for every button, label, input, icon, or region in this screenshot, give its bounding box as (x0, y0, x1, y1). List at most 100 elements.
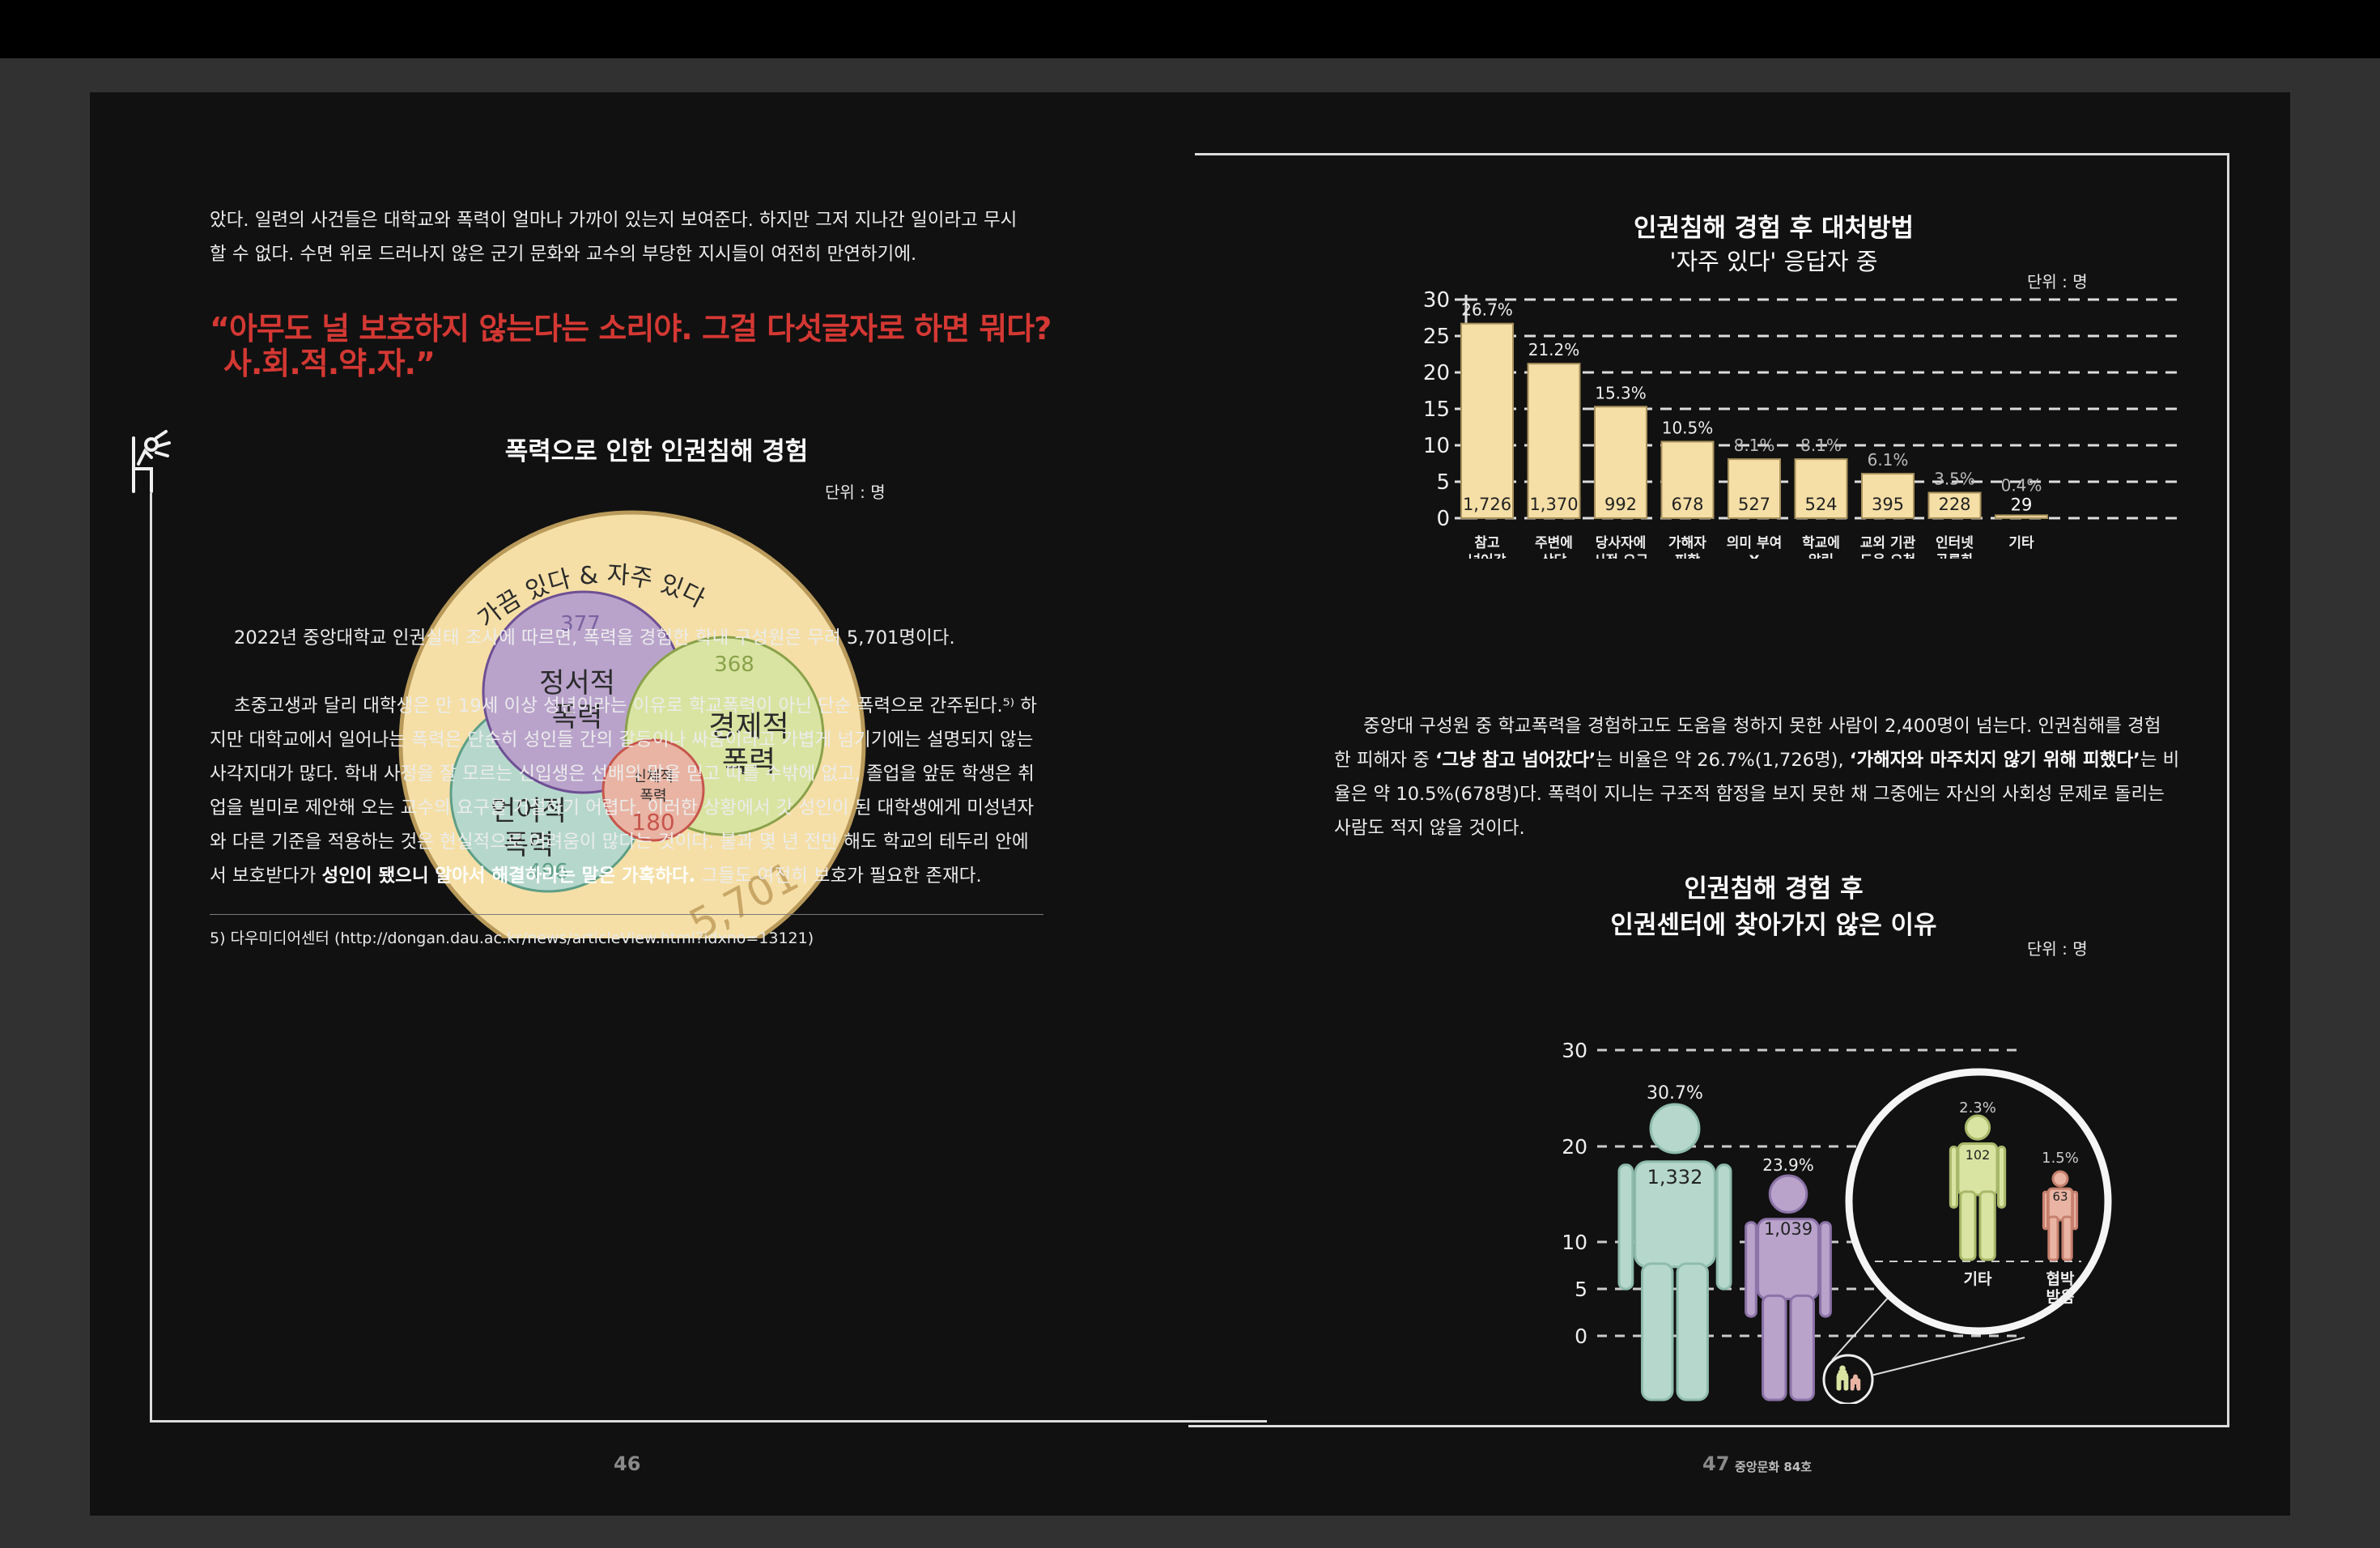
bar (1794, 458, 1848, 520)
y-tick-label: 20 (1423, 361, 1450, 385)
chart1-bar-chart: 0 5 10 15 20 25 30 26.7% 1,726 참고넘어감 21.2% 1,370 주변에… (1423, 288, 2178, 559)
right-para-line-1: 중앙대 구성원 중 학교폭력을 경험하고도 도움을 청하지 못한 사람이 2,4… (1363, 716, 2161, 737)
x-category-label: 기타 (2008, 535, 2034, 551)
bar (1660, 440, 1715, 519)
bar-count-label: 228 (1938, 495, 1970, 514)
right-para-2b: ‘그냥 참고 넘어갔다’ (1434, 750, 1596, 771)
figure4-count: 63 (2052, 1189, 2068, 1204)
x-category-label: 인터넷 (1936, 535, 1974, 551)
top-bar (0, 0, 2380, 58)
x-category-label: 상담 (1541, 553, 1567, 559)
body-last-pre: 서 보호받다가 (210, 865, 322, 887)
zoom-source-circle (1822, 1354, 1874, 1404)
bar-percent-label: 0.4% (2001, 475, 2042, 495)
venn-emotional-value: 377 (560, 612, 601, 636)
body-para2-line-5: 와 다른 기준을 적용하는 것은 현실적으로 어려움이 많다는 것이다. 불과 … (210, 831, 1029, 853)
right-page-number: 47 (1702, 1452, 1730, 1475)
intro-line-2: 할 수 없다. 수면 위로 드러나지 않은 군기 문화와 교수의 부당한 지시들… (210, 244, 917, 265)
figure3-count: 102 (1966, 1147, 1991, 1163)
x-category-label: 넘어감 (1468, 553, 1507, 559)
bar (1460, 322, 1514, 520)
bar-percent-label: 21.2% (1528, 340, 1580, 359)
bar (1594, 406, 1647, 519)
venn-economic-label-2: 폭력 (722, 746, 776, 779)
venn-diagram: 가끔 있다 & 자주 있다 377 정서적 폭력 368 경제적 폭력 언어적 … (398, 510, 866, 938)
x-category-label: 학교에 (1802, 535, 1840, 551)
venn-emotional-label-2: 폭력 (552, 701, 603, 734)
venn-emotional-label-1: 정서적 (539, 667, 615, 700)
zoom-circle (1845, 1068, 2112, 1335)
figure-other (1949, 1114, 2007, 1261)
x-category-label: 의미 부여 (1727, 535, 1782, 551)
venn-economic-value: 368 (714, 653, 754, 677)
bar-percent-label: 3.5% (1934, 470, 1975, 489)
bar-count-label: 1,726 (1463, 495, 1511, 514)
bar-count-label: 29 (2011, 495, 2033, 514)
body-paragraph-1: 2022년 중앙대학교 인권실태 조사에 따르면, 폭력을 경험한 학내 구성원… (234, 627, 955, 649)
left-page-frame (150, 493, 1267, 1423)
y-tick-label: 10 (1562, 1231, 1587, 1254)
person-at-desk-icon (132, 430, 171, 493)
chart1-unit: 단위 : 명 (2027, 272, 2088, 291)
venn-language-label-1: 언어적 (491, 795, 567, 827)
bar-percent-label: 8.1% (1800, 436, 1842, 455)
x-category-label: 주변에 (1535, 535, 1573, 551)
body-para2-line-4: 업을 빌미로 제안해 오는 교수의 요구를 거절하기 어렵다. 이러한 상황에서… (210, 797, 1035, 819)
x-category-label: 공론화 (1936, 553, 1974, 559)
right-para-2d: ‘가해자와 마주치지 않기 위해 피했다’ (1849, 750, 2140, 771)
x-category-label: 기타 (1964, 1270, 1992, 1288)
right-page-frame (1188, 153, 2229, 1427)
pull-quote-line-1: “아무도 널 보호하지 않는다는 소리야. 그걸 다섯글자로 하면 뭐다? (210, 311, 1052, 347)
tiny-figure-threatened (1850, 1374, 1861, 1391)
x-category-label: 도움 요청 (1860, 552, 1915, 559)
bar (1995, 514, 2048, 519)
y-tick-label: 0 (1436, 507, 1450, 531)
venn-physical-value: 180 (631, 809, 674, 836)
right-para-line-2: 한 피해자 중 ‘그냥 참고 넘어갔다’는 비율은 약 26.7%(1,726명… (1334, 743, 2179, 777)
y-tick-label: 15 (1423, 398, 1450, 422)
figure-unaware-of-center (1617, 1103, 1732, 1401)
body-last-post: 그들도 여전히 보호가 필요한 존재다. (695, 865, 982, 887)
zoom-connector-line (1870, 1337, 2025, 1376)
body-para2-line-2: 지만 대학교에서 일어나는 폭력은 단순히 성인들 간의 갈등이나 싸움이라고 … (210, 729, 1034, 751)
chart2-title-line-2: 인권센터에 찾아가지 않은 이유 (1610, 911, 1937, 940)
bar (1927, 491, 1982, 519)
venn-economic-label-1: 경제적 (708, 710, 788, 743)
tiny-figure-other (1836, 1365, 1849, 1391)
y-tick-label: 5 (1575, 1278, 1587, 1301)
right-para-2c: 는 비율은 약 26.7%(1,726명), (1596, 750, 1850, 771)
figure3-percent: 2.3% (1959, 1099, 1996, 1116)
figure-threatened (2042, 1170, 2079, 1261)
y-tick-label: 10 (1423, 434, 1450, 458)
magazine-name: 중앙문화 84호 (1735, 1460, 1813, 1474)
right-para-2a: 한 피해자 중 (1334, 750, 1435, 771)
x-category-label: 가해자 (1668, 535, 1706, 551)
body-para2-line-1: 초중고생과 달리 대학생은 만 19세 이상 성년이라는 이유로 학교폭력이 아… (234, 695, 1038, 717)
x-category-label: 받음 (2046, 1288, 2075, 1306)
chart2-pictogram-chart: 0 5 10 20 30 30.7% 1,332 23.9% 1,039 2.3% 102 1.5% 6… (1562, 1039, 2112, 1404)
venn-physical-circle (601, 738, 705, 842)
bar-percent-label: 6.1% (1868, 450, 1909, 470)
bar-count-label: 395 (1872, 495, 1904, 514)
figure2-count: 1,039 (1764, 1219, 1813, 1239)
footnote: 5) 다우미디어센터 (http://dongan.dau.ac.kr/news… (210, 929, 814, 947)
figure1-percent: 30.7% (1647, 1083, 1703, 1104)
x-category-label: 당사자에 (1596, 535, 1647, 551)
bar-percent-label: 8.1% (1734, 436, 1775, 455)
bar-count-label: 1,370 (1529, 495, 1578, 514)
y-tick-label: 20 (1562, 1135, 1587, 1159)
x-category-label: 협박 (2046, 1270, 2075, 1288)
intro-line-1: 았다. 일련의 사건들은 대학교와 폭력이 얼마나 가까이 있는지 보여준다. … (210, 210, 1018, 231)
y-tick-label: 5 (1436, 470, 1450, 495)
figure4-percent: 1.5% (2042, 1150, 2079, 1167)
bar-count-label: 992 (1604, 495, 1637, 514)
bar (1527, 363, 1581, 519)
bar-percent-label: 15.3% (1595, 383, 1647, 402)
chart1-title: 인권침해 경험 후 대처방법 (1633, 214, 1915, 243)
right-para-line-3: 율은 약 10.5%(678명)다. 폭력이 지니는 구조적 함정을 보지 못한… (1334, 784, 2165, 805)
y-tick-label: 25 (1423, 325, 1450, 349)
x-category-label: 시정 요구 (1593, 553, 1649, 559)
x-category-label: 참고 (1474, 534, 1500, 551)
figure1-count: 1,332 (1647, 1166, 1703, 1189)
body-para2-line-6: 서 보호받다가 성인이 됐으니 알아서 해결하라는 말은 가혹하다. 그들도 여… (210, 859, 982, 893)
